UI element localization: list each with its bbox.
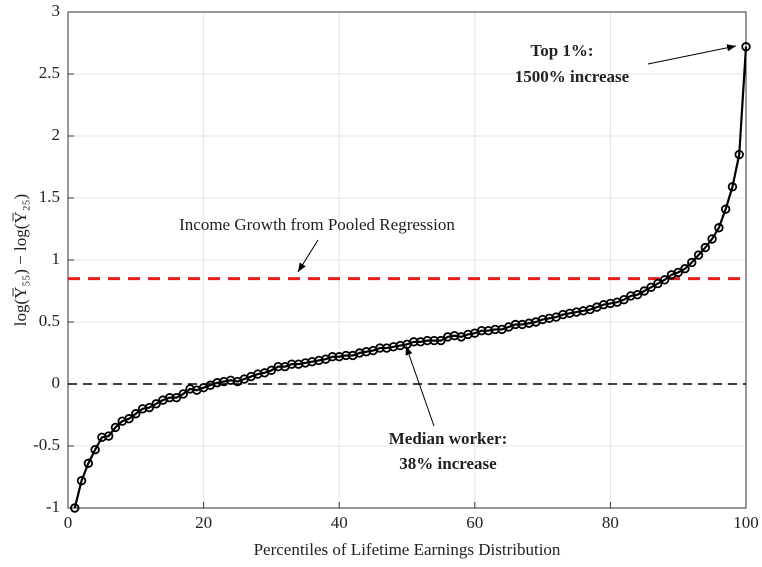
y-axis-label: log(Y̅₅₅) − log(Y̅₂₅)	[11, 194, 30, 326]
x-tick-label: 20	[195, 513, 212, 532]
data-point	[76, 476, 87, 486]
data-point	[266, 365, 277, 376]
data-point	[70, 503, 80, 513]
data-point	[103, 431, 114, 441]
annotation-arrow	[647, 44, 737, 65]
x-tick-label: 0	[64, 513, 73, 532]
data-point	[151, 399, 161, 409]
data-point	[693, 250, 704, 260]
data-point	[707, 234, 717, 244]
y-tick-label: 2.5	[39, 63, 60, 82]
data-point	[178, 389, 188, 399]
y-tick-label: 1.5	[39, 187, 60, 206]
grid	[67, 11, 747, 509]
data-point	[673, 267, 683, 278]
data-point	[727, 182, 738, 192]
y-tick-label: -0.5	[33, 435, 60, 454]
y-tick-label: 3	[52, 1, 61, 20]
x-tick-label: 40	[331, 513, 348, 532]
data-point	[720, 204, 731, 214]
data-point	[700, 242, 711, 253]
data-point	[653, 278, 663, 289]
data-point	[734, 149, 744, 160]
data-point	[632, 290, 643, 300]
data-point	[680, 263, 690, 274]
annotation-arrow	[297, 239, 319, 273]
y-tick-label: 0.5	[39, 311, 60, 330]
data-point	[619, 294, 629, 305]
data-point	[659, 275, 670, 285]
data-point	[110, 422, 121, 433]
data-point	[646, 282, 656, 292]
data-point	[741, 42, 751, 52]
annotation-arrow	[405, 345, 435, 427]
data-point	[687, 257, 697, 268]
annotation: 1500% increase	[515, 67, 630, 86]
x-tick-label: 100	[733, 513, 759, 532]
annotation: Income Growth from Pooled Regression	[179, 215, 455, 234]
data-point	[83, 458, 94, 469]
data-point	[639, 286, 649, 296]
x-tick-label: 60	[466, 513, 483, 532]
annotation: Median worker:	[389, 429, 508, 448]
y-tick-label: 0	[52, 373, 61, 392]
y-tick-label: 2	[52, 125, 61, 144]
y-tick-label: 1	[52, 249, 61, 268]
x-axis-label: Percentiles of Lifetime Earnings Distrib…	[254, 540, 561, 559]
x-tick-label: 80	[602, 513, 619, 532]
y-tick-label: -1	[46, 497, 60, 516]
annotation: 38% increase	[399, 454, 497, 473]
data-point	[714, 223, 724, 233]
data-point	[124, 414, 134, 424]
data-point	[436, 335, 446, 346]
data-point	[144, 402, 155, 413]
data-point	[171, 392, 182, 403]
annotation: Top 1%:	[530, 41, 593, 60]
data-point	[131, 409, 141, 419]
data-point	[90, 445, 100, 455]
